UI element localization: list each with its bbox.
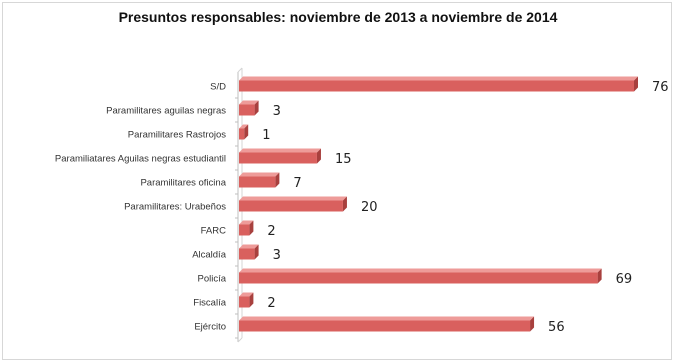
bar <box>239 200 343 212</box>
value-label: 2 <box>267 296 275 311</box>
bar <box>239 80 634 92</box>
bar-top-face <box>239 316 535 321</box>
bar-top-face <box>239 172 280 177</box>
bar <box>239 248 255 260</box>
bar-top-face <box>239 124 249 129</box>
bar-top-face <box>239 196 347 201</box>
bar-top-face <box>239 148 321 153</box>
bar-side-face <box>597 268 602 284</box>
bar-side-face <box>316 148 321 164</box>
bar-top-face <box>239 268 602 273</box>
value-label: 69 <box>616 272 633 287</box>
bar-side-face <box>342 196 347 212</box>
bar <box>239 176 276 188</box>
category-label: Alcaldía <box>192 250 227 261</box>
bar-top-face <box>239 292 254 297</box>
bar-top-face <box>239 100 259 105</box>
category-label: Fiscalía <box>193 298 226 309</box>
category-label: FARC <box>201 226 226 237</box>
bar-side-face <box>249 220 254 236</box>
chart-title: Presuntos responsables: noviembre de 201… <box>118 9 558 25</box>
bar-side-face <box>244 124 249 140</box>
chart-frame <box>2 2 672 360</box>
value-label: 2 <box>267 224 275 239</box>
value-label: 20 <box>361 200 378 215</box>
bar <box>239 296 250 308</box>
bar-top-face <box>239 76 638 81</box>
bar-top-face <box>239 220 254 225</box>
value-label: 76 <box>652 80 669 95</box>
category-label: Policía <box>197 274 226 285</box>
value-label: 3 <box>273 248 281 263</box>
category-label: Paramilitares Rastrojos <box>128 130 226 141</box>
bar-side-face <box>254 244 259 260</box>
category-label: Ejército <box>194 322 226 333</box>
category-label: Paramilitares oficina <box>140 178 226 189</box>
bar <box>239 128 245 140</box>
bar <box>239 152 317 164</box>
bar-top-face <box>239 244 259 249</box>
bar-side-face <box>254 100 259 116</box>
category-label: Paramiliatares Aguilas negras estudianti… <box>55 154 226 165</box>
bar <box>239 272 598 284</box>
bar-side-face <box>249 292 254 308</box>
bar-side-face <box>275 172 280 188</box>
value-label: 1 <box>262 128 270 143</box>
bar <box>239 320 531 332</box>
category-label: Paramilitares: Urabeños <box>124 202 226 213</box>
value-label: 56 <box>548 320 565 335</box>
bar-side-face <box>530 316 535 332</box>
value-label: 3 <box>273 104 281 119</box>
bar-side-face <box>634 76 638 92</box>
value-label: 7 <box>293 176 301 191</box>
y-axis-bottom-edge <box>237 337 243 343</box>
bar <box>239 224 250 236</box>
category-label: Paramilitares aguilas negras <box>106 106 226 117</box>
bar <box>239 104 255 116</box>
category-label: S/D <box>210 82 226 93</box>
value-label: 15 <box>335 152 352 167</box>
y-axis-top-edge <box>237 67 243 73</box>
